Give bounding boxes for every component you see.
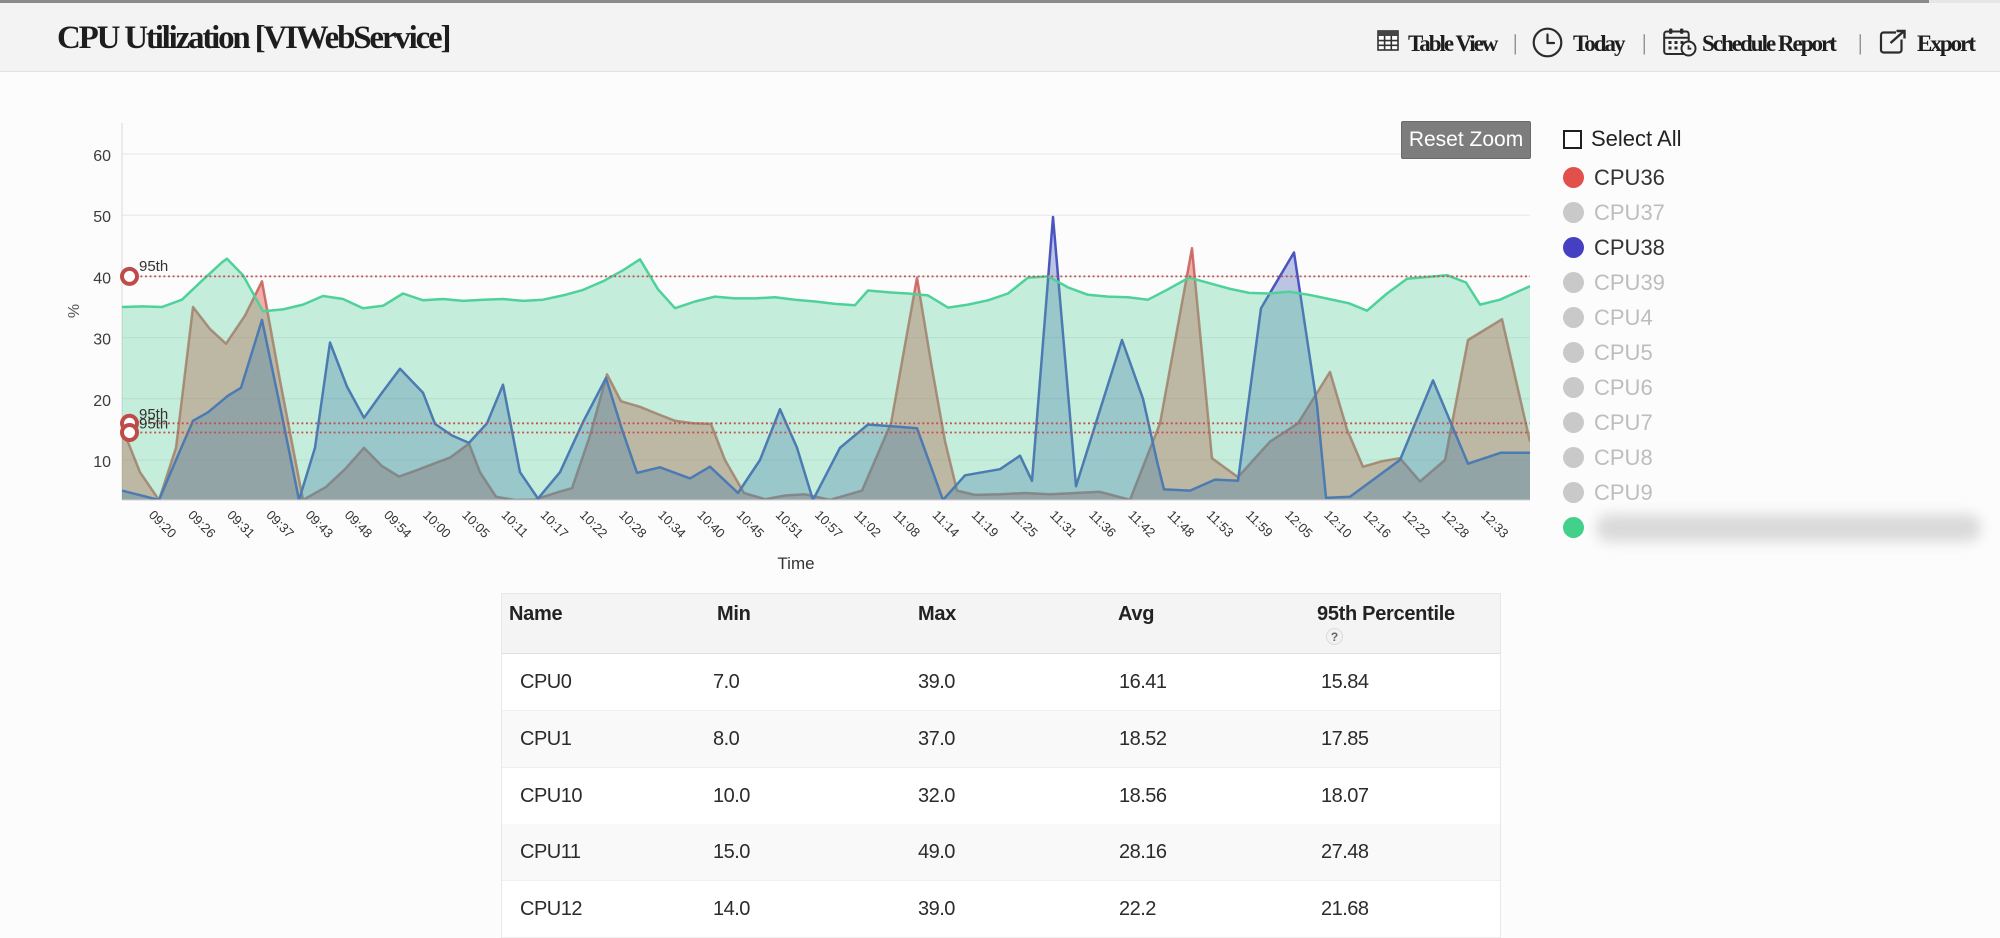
svg-text:10:05: 10:05 <box>459 507 493 541</box>
svg-text:09:20: 09:20 <box>146 507 180 541</box>
svg-text:12:22: 12:22 <box>1400 507 1434 541</box>
svg-text:11:19: 11:19 <box>969 507 1002 540</box>
svg-text:11:36: 11:36 <box>1086 507 1119 540</box>
svg-text:95th: 95th <box>139 416 168 433</box>
svg-text:Time: Time <box>777 554 814 573</box>
svg-text:10:51: 10:51 <box>773 507 807 541</box>
svg-text:20: 20 <box>93 393 111 410</box>
svg-text:10:28: 10:28 <box>616 507 650 541</box>
svg-text:10:34: 10:34 <box>655 507 689 541</box>
svg-text:12:28: 12:28 <box>1439 507 1473 541</box>
svg-text:11:59: 11:59 <box>1243 507 1276 540</box>
svg-text:09:48: 09:48 <box>342 507 376 541</box>
svg-text:30: 30 <box>93 332 111 349</box>
svg-text:10:22: 10:22 <box>577 507 611 541</box>
svg-text:09:54: 09:54 <box>381 507 415 541</box>
svg-text:12:05: 12:05 <box>1282 507 1316 541</box>
svg-text:09:43: 09:43 <box>303 507 337 541</box>
svg-text:10:45: 10:45 <box>734 507 768 541</box>
svg-text:09:26: 09:26 <box>185 507 219 541</box>
svg-text:95th: 95th <box>139 258 168 275</box>
svg-text:10: 10 <box>93 454 111 471</box>
svg-text:12:10: 12:10 <box>1321 507 1355 541</box>
svg-text:10:57: 10:57 <box>812 507 846 541</box>
svg-text:11:31: 11:31 <box>1047 507 1080 540</box>
svg-text:11:53: 11:53 <box>1204 507 1237 540</box>
svg-text:60: 60 <box>93 148 111 165</box>
svg-text:09:31: 09:31 <box>224 507 258 541</box>
svg-text:10:17: 10:17 <box>538 507 572 541</box>
svg-text:11:08: 11:08 <box>890 507 923 540</box>
svg-text:40: 40 <box>93 270 111 287</box>
svg-text:11:42: 11:42 <box>1125 507 1158 540</box>
svg-text:11:48: 11:48 <box>1165 507 1198 540</box>
svg-text:11:14: 11:14 <box>929 507 962 540</box>
svg-text:12:16: 12:16 <box>1360 507 1394 541</box>
svg-text:%: % <box>66 304 83 318</box>
svg-text:11:25: 11:25 <box>1008 507 1041 540</box>
svg-text:11:02: 11:02 <box>851 507 884 540</box>
svg-text:50: 50 <box>93 209 111 226</box>
svg-text:95th: 95th <box>139 406 168 423</box>
svg-text:10:00: 10:00 <box>420 507 454 541</box>
svg-text:12:33: 12:33 <box>1478 507 1512 541</box>
svg-text:09:37: 09:37 <box>263 507 297 541</box>
svg-text:10:40: 10:40 <box>694 507 728 541</box>
svg-text:10:11: 10:11 <box>498 507 531 540</box>
